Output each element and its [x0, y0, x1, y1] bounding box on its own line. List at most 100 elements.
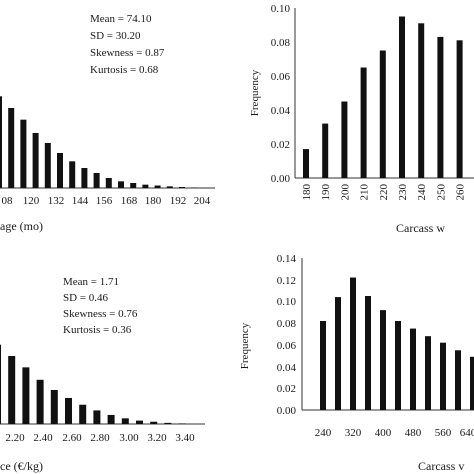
- price-bar: [8, 356, 16, 424]
- cv-bar: [425, 336, 431, 410]
- cv-x-tick: 320: [345, 427, 362, 439]
- age-x-tick: 08: [2, 195, 14, 207]
- cw-x-tick: 260: [455, 184, 467, 201]
- cv-x-tick: 640: [460, 427, 474, 439]
- cw-x-tick: 200: [339, 184, 351, 201]
- cw-x-tick: 250: [435, 184, 447, 201]
- cv-bar: [455, 350, 461, 410]
- cw-x-tick: 210: [359, 184, 371, 201]
- cw-bars: [303, 16, 463, 179]
- age-bar: [130, 183, 137, 188]
- age-bar: [191, 187, 198, 188]
- cw-bar: [456, 40, 463, 178]
- cw-bar: [341, 101, 348, 178]
- cw-bar: [379, 50, 386, 178]
- cw-x-ticks: 180190200210220230240250260270: [301, 184, 474, 201]
- cw-y-tick: 0.00: [271, 173, 291, 185]
- age-x-ticks: 08 120 132 144 156 168 180 192 204: [2, 195, 211, 207]
- age-bar: [93, 173, 100, 188]
- price-bar: [0, 344, 1, 424]
- cv-bar: [395, 320, 401, 410]
- age-bar: [154, 185, 161, 188]
- age-x-tick: 120: [23, 195, 40, 207]
- price-x-tick: 2.60: [62, 432, 82, 444]
- age-stat-sd: SD = 30.20: [90, 30, 141, 42]
- price-bars: [0, 344, 186, 424]
- age-x-tick: 144: [72, 195, 89, 207]
- cv-y-tick: 0.08: [277, 318, 297, 330]
- cw-y-tick: 0.08: [271, 37, 291, 49]
- cw-bar: [437, 36, 444, 179]
- age-bar: [118, 181, 124, 188]
- price-x-axis-label: ce (€/kg): [0, 459, 43, 473]
- price-bar: [65, 397, 72, 424]
- cv-y-tick: 0.12: [277, 275, 296, 287]
- price-bar: [36, 379, 44, 424]
- cw-y-tick: 0.10: [271, 3, 291, 15]
- age-bar: [105, 178, 112, 188]
- price-bar: [79, 404, 87, 424]
- cw-bar: [418, 23, 425, 178]
- age-bar: [32, 133, 39, 188]
- cv-y-tick: 0.10: [277, 296, 297, 308]
- panel-carcass-value: 0.00 0.02 0.04 0.06 0.08 0.10 0.12 0.14 …: [239, 253, 474, 473]
- panel-age: Mean = 74.10 SD = 30.20 Skewness = 0.87 …: [0, 13, 215, 233]
- cv-y-ticks: 0.00 0.02 0.04 0.06 0.08 0.10 0.12 0.14: [277, 253, 297, 417]
- cv-x-axis-label: Carcass v: [418, 459, 464, 473]
- cw-y-tick: 0.02: [271, 139, 290, 151]
- panel-price: Mean = 1.71 SD = 0.46 Skewness = 0.76 Ku…: [0, 276, 205, 473]
- age-bar: [179, 187, 185, 188]
- cv-bar: [470, 356, 474, 410]
- price-bar: [107, 414, 115, 424]
- cw-x-axis-label: Carcass w: [396, 221, 445, 235]
- age-x-tick: 168: [121, 195, 138, 207]
- cv-bar: [380, 310, 386, 410]
- cw-bar: [303, 149, 309, 178]
- age-stat-skewness: Skewness = 0.87: [90, 47, 165, 59]
- price-bar: [136, 420, 143, 424]
- cw-x-tick: 240: [416, 184, 428, 201]
- cv-bar: [365, 296, 371, 410]
- price-x-ticks: 2.20 2.40 2.60 2.80 3.00 3.20 3.40: [5, 432, 195, 444]
- cv-bar: [350, 277, 356, 410]
- cv-bar: [320, 320, 326, 410]
- cw-x-tick: 230: [397, 184, 409, 201]
- age-bar: [166, 186, 173, 188]
- cw-bar: [399, 16, 405, 178]
- cw-y-tick: 0.06: [271, 71, 291, 83]
- price-bar: [50, 390, 58, 424]
- cv-y-axis-label: Frequency: [239, 322, 251, 369]
- age-bars: [0, 96, 198, 188]
- age-bar: [142, 184, 149, 188]
- price-stat-kurtosis: Kurtosis = 0.36: [63, 324, 132, 336]
- price-x-tick: 3.00: [119, 432, 139, 444]
- cw-x-tick: 220: [378, 184, 390, 201]
- price-bar: [93, 410, 101, 424]
- age-x-tick: 192: [170, 195, 187, 207]
- price-bar: [121, 418, 129, 424]
- cw-x-tick: 180: [301, 184, 313, 201]
- age-x-tick: 156: [96, 195, 113, 207]
- cv-bar: [410, 328, 416, 410]
- age-stat-mean: Mean = 74.10: [90, 13, 152, 25]
- age-bar: [44, 143, 51, 188]
- cw-x-tick: 190: [320, 184, 332, 201]
- cv-y-tick: 0.14: [277, 253, 297, 265]
- cw-y-axis-label: Frequency: [249, 69, 261, 116]
- price-bar: [22, 367, 30, 424]
- cv-bar: [335, 297, 341, 410]
- price-x-tick: 3.20: [147, 432, 167, 444]
- cv-x-ticks: 240 320 400 480 560 640: [315, 427, 474, 439]
- cv-bars: [320, 277, 474, 410]
- cv-x-tick: 560: [435, 427, 452, 439]
- price-stat-sd: SD = 0.46: [63, 292, 109, 304]
- price-stat-mean: Mean = 1.71: [63, 276, 119, 288]
- age-bar: [20, 119, 27, 188]
- age-x-tick: 180: [145, 195, 162, 207]
- age-x-axis-label: age (mo): [0, 219, 43, 233]
- cv-bar: [440, 342, 446, 410]
- cw-y-ticks: 0.00 0.02 0.04 0.06 0.08 0.10: [271, 3, 291, 185]
- price-bar: [150, 421, 158, 424]
- cw-bar: [322, 123, 329, 178]
